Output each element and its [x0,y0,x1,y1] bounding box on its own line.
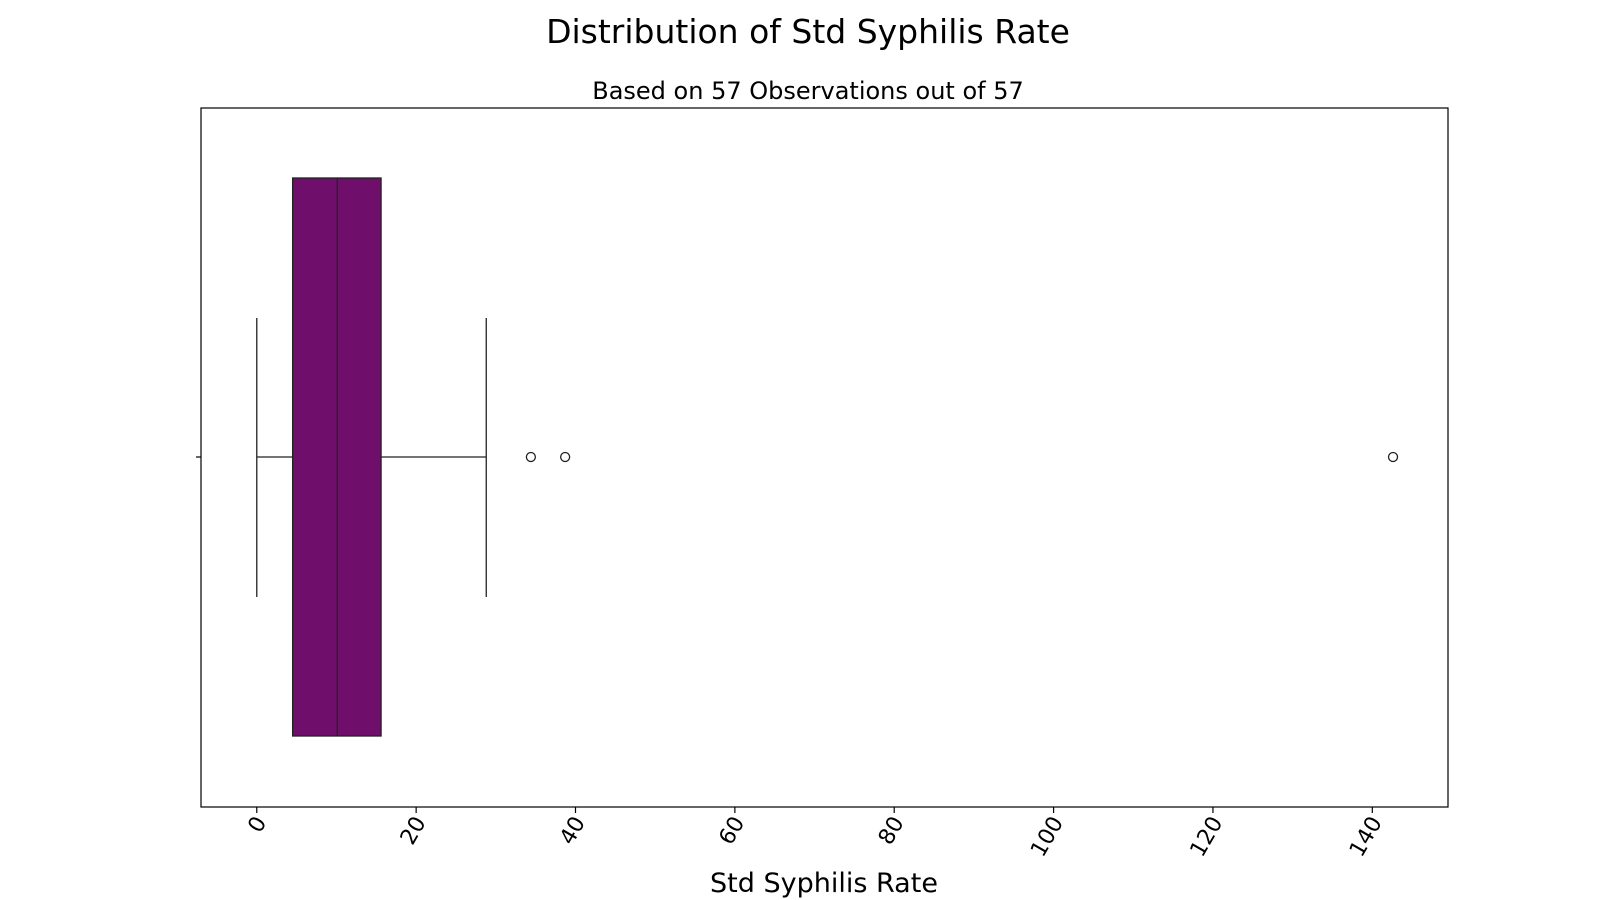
x-tick-label-7: 140 [1345,813,1388,862]
x-tick-label-5: 100 [1026,813,1069,862]
x-tick-label-2: 40 [555,813,591,850]
outlier-point-2 [1387,451,1399,463]
x-axis-ticks: 0 20 40 60 80 100 120 140 [244,807,1388,861]
outlier-points [525,451,1399,463]
x-axis-label: Std Syphilis Rate [710,868,938,899]
boxplot [196,177,487,737]
outlier-point-1 [559,451,571,463]
chart-title: Distribution of Std Syphilis Rate [546,12,1070,51]
outlier-point-0 [525,451,537,463]
x-tick-label-3: 60 [715,813,751,850]
x-tick-label-4: 80 [874,813,910,850]
x-tick-label-6: 120 [1186,813,1229,862]
chart-subtitle: Based on 57 Observations out of 57 [592,77,1024,105]
x-tick-label-0: 0 [244,813,273,838]
x-tick-label-1: 20 [396,813,432,850]
